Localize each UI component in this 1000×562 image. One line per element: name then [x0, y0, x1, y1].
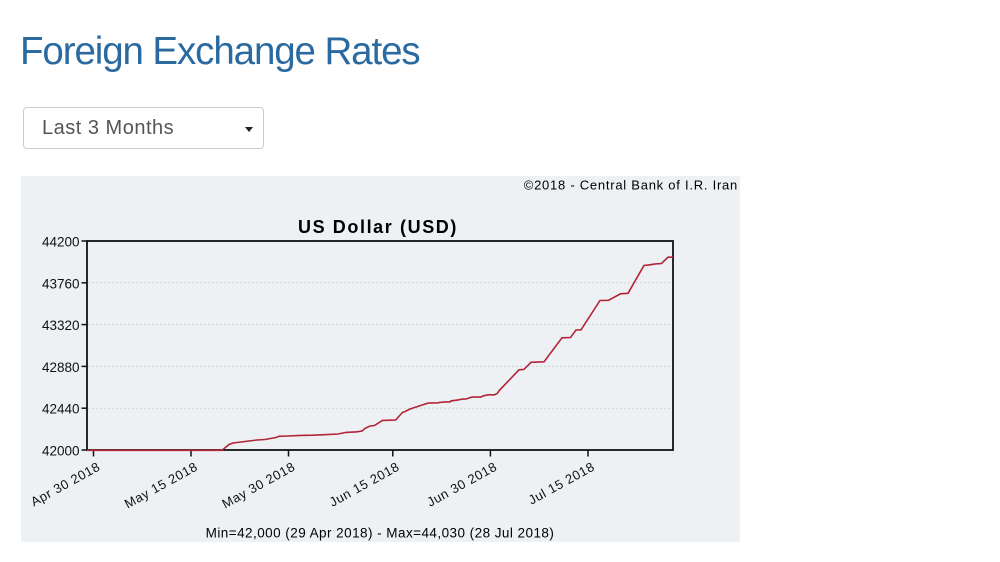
svg-text:US Dollar (USD): US Dollar (USD)	[298, 217, 458, 237]
svg-text:42880: 42880	[42, 360, 80, 375]
svg-text:©2018 - Central Bank of I.R. I: ©2018 - Central Bank of I.R. Iran	[524, 178, 738, 193]
svg-text:42000: 42000	[42, 444, 80, 459]
svg-text:44200: 44200	[42, 235, 80, 250]
svg-text:43320: 43320	[42, 318, 80, 333]
svg-text:43760: 43760	[42, 276, 80, 291]
svg-text:Min=42,000 (29 Apr 2018) - Max: Min=42,000 (29 Apr 2018) - Max=44,030 (2…	[206, 526, 555, 541]
svg-text:42440: 42440	[42, 402, 80, 417]
